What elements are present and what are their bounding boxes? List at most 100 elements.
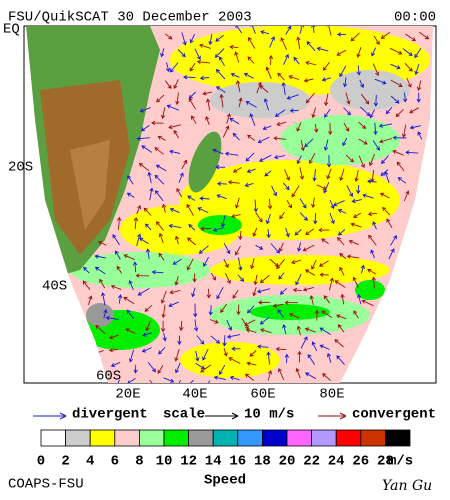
wind-arrow: [326, 155, 332, 168]
wind-arrow: [345, 92, 351, 105]
wind-arrow: [249, 350, 257, 357]
wind-arrow: [147, 362, 156, 373]
wind-arrow: [169, 289, 181, 295]
wind-arrow: [297, 242, 302, 252]
wind-arrow: [141, 347, 152, 353]
wind-arrow: [99, 278, 106, 289]
wind-arrow: [243, 72, 254, 79]
wind-arrow: [250, 26, 256, 34]
colorbar-box: [188, 429, 214, 447]
credit: COAPS-FSU: [8, 477, 84, 493]
wind-arrow: [136, 136, 151, 141]
wind-arrow: [342, 137, 348, 147]
colorbar-label: 28: [377, 454, 394, 470]
wind-arrow: [302, 286, 314, 292]
wind-arrow: [212, 148, 224, 155]
wind-arrow: [168, 223, 182, 229]
wind-arrow: [145, 320, 151, 332]
wind-arrow: [187, 237, 196, 246]
wind-arrow: [262, 125, 272, 131]
wind-arrow: [216, 194, 227, 200]
field-patch: [210, 82, 310, 118]
wind-arrow: [390, 95, 400, 104]
wind-arrow: [277, 368, 285, 381]
colorbar-box: [286, 429, 313, 447]
wind-arrow: [329, 212, 335, 225]
scale-value: 10 m/s: [244, 407, 294, 423]
wind-arrow: [209, 319, 219, 324]
wind-arrow: [296, 122, 302, 132]
wind-arrow: [237, 274, 245, 282]
wind-arrow: [191, 115, 197, 124]
wind-arrow: [284, 353, 289, 364]
wind-arrow: [324, 108, 331, 118]
wind-arrow: [279, 211, 285, 220]
wind-arrow: [280, 37, 288, 50]
wind-arrow: [285, 26, 292, 35]
wind-arrow: [386, 218, 393, 229]
wind-arrow: [125, 328, 136, 334]
wind-arrow: [194, 48, 201, 60]
wind-arrow: [141, 145, 153, 153]
wind-arrow: [389, 47, 403, 55]
wind-arrow: [164, 80, 172, 89]
wind-arrow: [354, 170, 359, 183]
wind-arrow: [390, 79, 403, 87]
wind-arrow: [189, 33, 196, 44]
wind-arrow: [177, 335, 182, 346]
wind-arrow: [226, 334, 241, 339]
title: FSU/QuikSCAT 30 December 2003: [8, 10, 252, 26]
wind-arrow: [135, 273, 150, 278]
wind-arrow: [238, 97, 243, 108]
wind-arrow: [289, 312, 300, 319]
wind-arrow: [177, 49, 186, 58]
wind-arrow: [319, 327, 331, 335]
wind-arrow: [418, 31, 430, 40]
wind-arrow: [156, 94, 165, 103]
wind-arrow: [234, 51, 240, 63]
wind-arrow: [174, 380, 181, 383]
wind-arrow: [360, 93, 370, 105]
wind-arrow: [188, 97, 196, 110]
wind-arrow: [319, 272, 329, 277]
wind-arrow: [143, 207, 152, 216]
wind-arrow: [336, 355, 345, 365]
wind-arrow: [278, 272, 285, 280]
colorbar-box: [65, 429, 91, 447]
wind-arrow: [215, 164, 226, 170]
wind-arrow: [110, 284, 122, 290]
wind-arrow: [259, 154, 272, 162]
wind-arrow: [319, 344, 330, 350]
wind-arrow: [271, 185, 278, 197]
wind-arrow: [286, 199, 292, 209]
wind-arrow: [293, 56, 300, 65]
wind-arrow: [316, 46, 329, 52]
wind-arrow: [361, 299, 374, 307]
wind-arrow: [311, 26, 316, 33]
wind-arrow: [224, 272, 231, 284]
wind-arrow: [250, 258, 255, 270]
colorbar-box: [261, 429, 288, 447]
wind-arrow: [206, 288, 211, 299]
wind-arrow: [158, 346, 166, 355]
wind-arrow: [304, 269, 315, 276]
wind-arrow: [181, 159, 188, 170]
wind-arrow: [142, 332, 153, 337]
wind-arrow: [324, 93, 329, 107]
wind-arrow: [396, 161, 405, 172]
wind-arrow: [359, 79, 365, 89]
wind-arrow: [173, 79, 179, 89]
wind-arrow: [305, 92, 315, 104]
wind-arrow: [337, 209, 347, 214]
wind-arrow: [296, 36, 301, 50]
colorbar-box: [89, 429, 116, 447]
wind-arrow: [308, 152, 316, 165]
colorbar-box: [335, 429, 362, 447]
wind-arrow: [277, 309, 284, 318]
colorbar-title: Speed: [204, 473, 246, 489]
wind-arrow: [318, 227, 330, 233]
field-patch: [198, 215, 242, 235]
wind-arrow: [379, 138, 393, 144]
colorbar-box: [40, 429, 67, 447]
wind-arrow: [136, 204, 142, 214]
